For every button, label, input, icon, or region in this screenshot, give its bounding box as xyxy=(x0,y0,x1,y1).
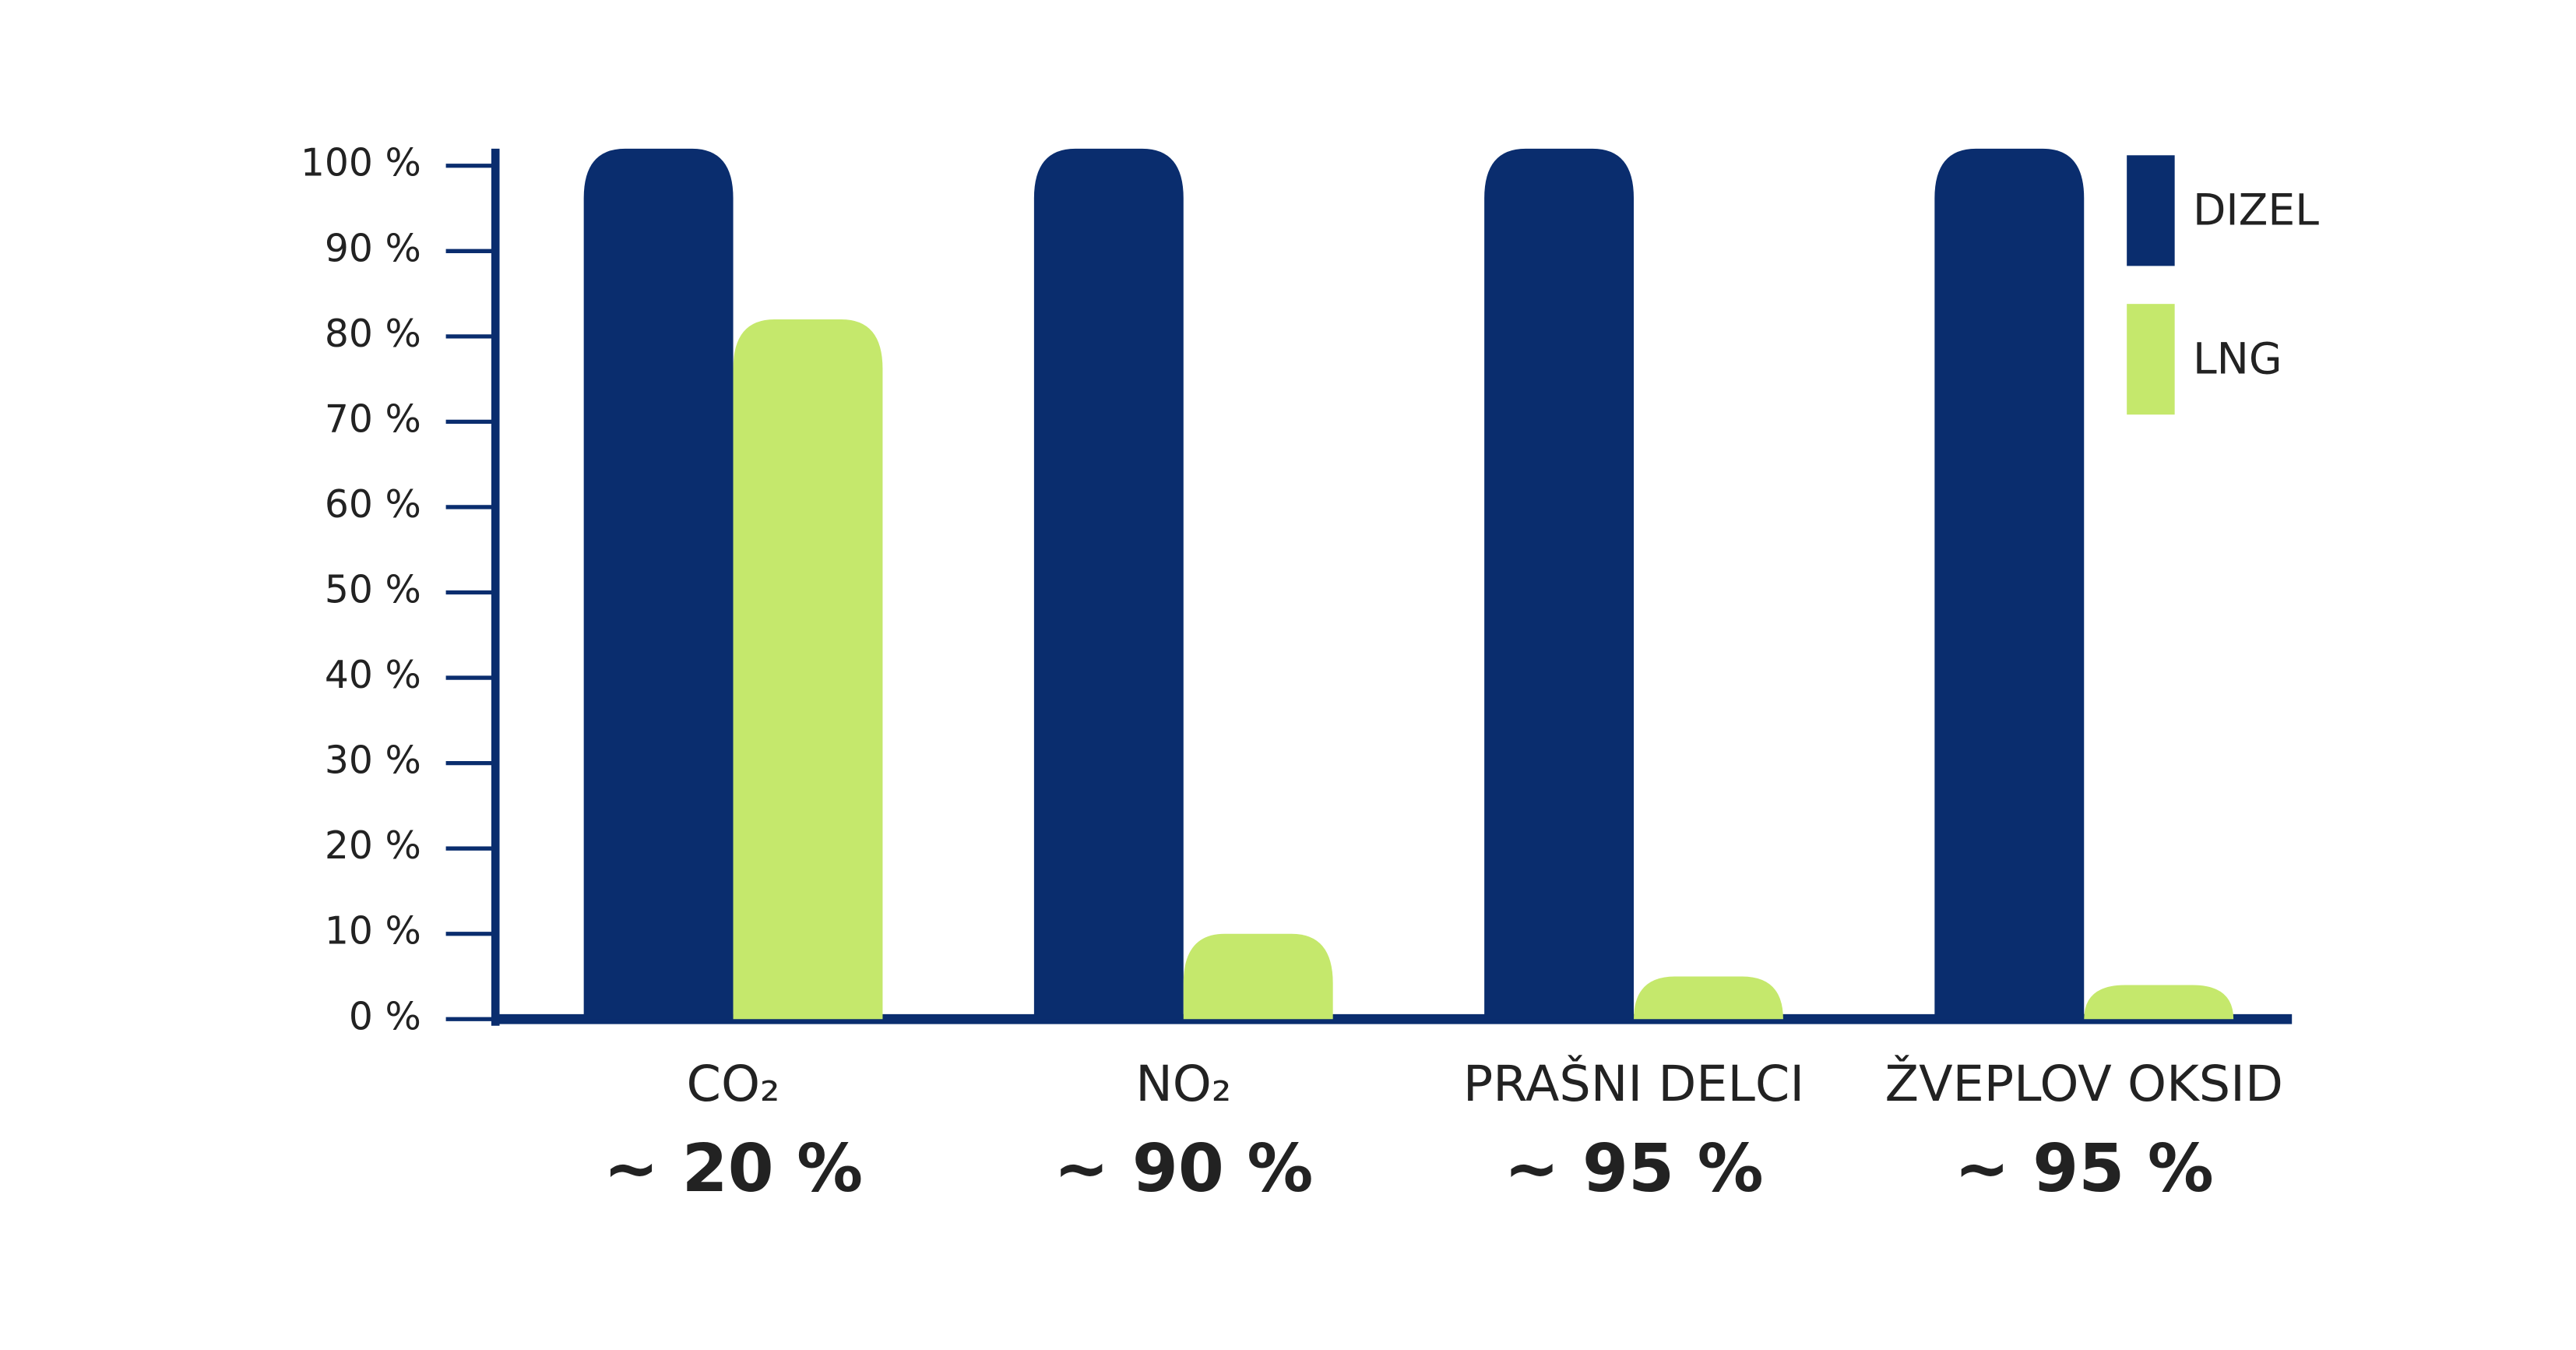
bar xyxy=(2084,985,2234,1020)
y-tick-label: 80 % xyxy=(325,312,421,356)
category-note: ~ 95 % xyxy=(1504,1130,1763,1207)
y-tick-label: 50 % xyxy=(325,569,421,612)
category-note: ~ 20 % xyxy=(604,1130,863,1207)
category-note: ~ 95 % xyxy=(1955,1130,2214,1207)
bar xyxy=(1484,148,1635,1020)
bar xyxy=(1934,148,2085,1020)
y-tick-label: 10 % xyxy=(325,910,421,953)
y-tick-label: 40 % xyxy=(325,654,421,697)
y-tick-label: 60 % xyxy=(325,483,421,527)
legend-swatch xyxy=(2127,304,2175,415)
y-tick-label: 90 % xyxy=(325,227,421,270)
x-tick-label: NO₂ xyxy=(1135,1056,1231,1113)
x-tick-label: CO₂ xyxy=(687,1056,780,1113)
bar xyxy=(583,148,734,1020)
y-tick-label: 30 % xyxy=(325,739,421,783)
y-tick-label: 20 % xyxy=(325,824,421,868)
bar xyxy=(1033,148,1184,1020)
legend-label: LNG xyxy=(2193,334,2282,384)
y-tick-label: 100 % xyxy=(301,142,421,185)
bar xyxy=(733,319,883,1020)
x-tick-label: ŽVEPLOV OKSID xyxy=(1885,1054,2283,1113)
x-tick-label: PRAŠNI DELCI xyxy=(1463,1054,1804,1113)
bar xyxy=(1183,933,1333,1020)
y-tick-label: 0 % xyxy=(349,995,421,1038)
legend-swatch xyxy=(2127,155,2175,266)
bar xyxy=(1634,976,1783,1020)
y-tick-label: 70 % xyxy=(325,397,421,441)
category-note: ~ 90 % xyxy=(1054,1130,1313,1207)
legend-label: DIZEL xyxy=(2193,186,2319,236)
